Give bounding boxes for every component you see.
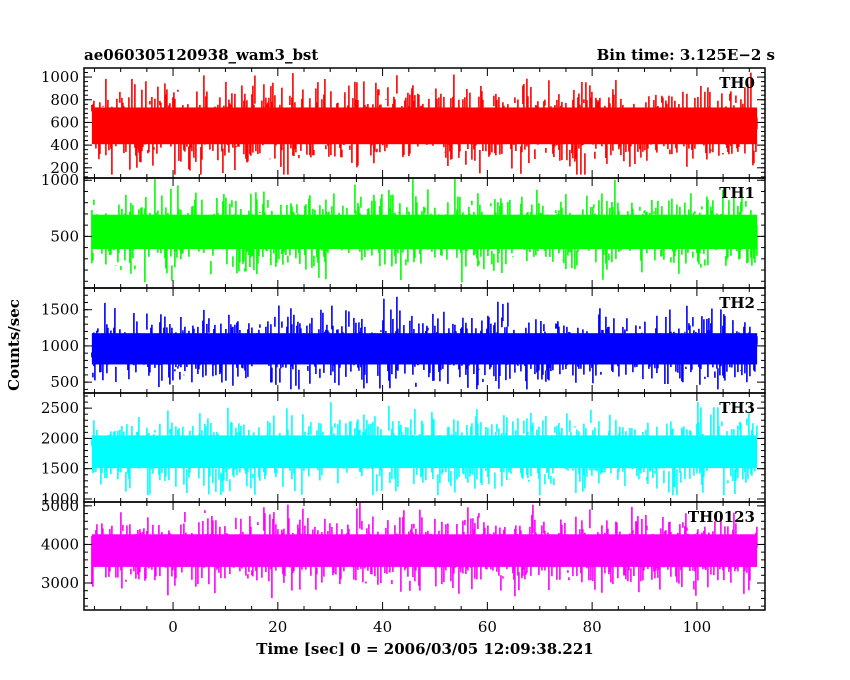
y-tick-label: 500 [50,227,79,245]
y-tick-label: 3000 [41,574,79,592]
series-core-th3 [91,435,758,469]
y-tick-label: 1000 [41,490,79,508]
y-tick-label: 4000 [41,535,79,553]
x-tick-label: 60 [478,618,497,636]
y-tick-label: 1500 [41,460,79,478]
panel-frame [83,501,766,611]
panel-label-th2: TH2 [719,294,755,312]
y-axis-title: Counts/sec [5,299,23,391]
series-core-th2 [91,333,758,365]
y-tick-label: 600 [50,113,79,131]
x-tick-label: 100 [683,618,712,636]
y-tick-label: 5000 [41,497,79,515]
x-axis: 0 20 40 60 80 100 [168,618,711,636]
panel-th3: 1000 1500 2000 2500 TH3 [41,392,766,508]
panel-label-th3: TH3 [719,399,755,417]
x-tick-label: 20 [268,618,287,636]
x-tick-label: 80 [583,618,602,636]
series-core-th0 [91,107,758,145]
x-tick-label: 40 [373,618,392,636]
bin-time-label: Bin time: 3.125E−2 s [597,46,775,64]
plot-title: ae060305120938_wam3_bst [84,46,318,64]
y-tick-label: 800 [50,91,79,109]
y-tick-label: 400 [50,136,79,154]
y-tick-label: 1500 [41,301,79,319]
panel-th2: 500 1000 1500 TH2 [41,287,766,394]
panels: 200 400 600 800 1000 TH0 500 1000 TH1 500 1000 1500… [41,67,766,611]
x-tick-label: 0 [168,618,178,636]
series-core-th1 [91,214,758,250]
y-tick-label: 500 [50,373,79,391]
x-axis-title: Time [sec] 0 = 2006/03/05 12:09:38.221 [256,640,593,658]
panel-label-th0123: TH0123 [688,508,755,526]
panel-th1: 500 1000 TH1 [41,171,766,289]
y-tick-label: 200 [50,159,79,177]
y-tick-label: 2500 [41,399,79,417]
y-tick-label: 1000 [41,171,79,189]
panel-label-th1: TH1 [719,184,755,202]
panel-th0123: 3000 4000 5000 TH0123 [41,497,766,611]
panel-label-th0: TH0 [719,74,755,92]
y-tick-label: 2000 [41,429,79,447]
panel-th0: 200 400 600 800 1000 TH0 [41,67,766,179]
y-tick-label: 1000 [41,68,79,86]
series-core-th0123 [91,534,758,567]
y-tick-label: 1000 [41,337,79,355]
